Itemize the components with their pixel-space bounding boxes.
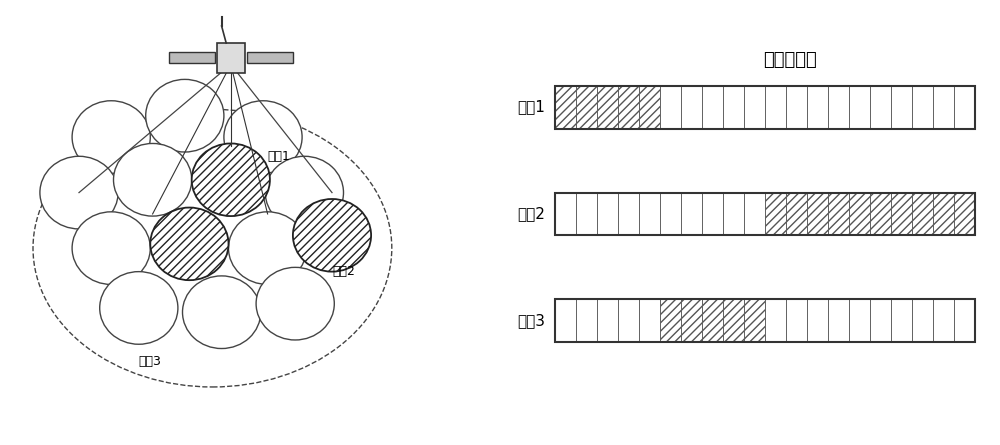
Bar xyxy=(555,193,576,235)
Text: 波位1: 波位1 xyxy=(517,100,545,115)
Bar xyxy=(828,193,849,235)
Circle shape xyxy=(265,156,344,229)
FancyBboxPatch shape xyxy=(217,43,245,73)
Bar xyxy=(555,86,576,129)
Bar xyxy=(933,86,954,129)
Bar xyxy=(954,193,975,235)
Bar xyxy=(744,86,765,129)
Bar xyxy=(597,86,618,129)
Circle shape xyxy=(182,276,261,348)
Bar xyxy=(597,193,618,235)
Bar xyxy=(870,299,891,342)
Bar xyxy=(891,299,912,342)
Bar xyxy=(681,299,702,342)
Bar xyxy=(555,193,975,235)
Bar xyxy=(807,86,828,129)
Text: 波位3: 波位3 xyxy=(517,313,545,328)
Bar xyxy=(933,193,954,235)
Circle shape xyxy=(146,79,224,152)
Bar xyxy=(576,299,597,342)
Bar xyxy=(807,299,828,342)
Bar xyxy=(849,86,870,129)
Text: 波位2: 波位2 xyxy=(517,206,545,222)
Bar xyxy=(870,86,891,129)
Bar xyxy=(912,299,933,342)
Bar xyxy=(786,86,807,129)
Bar xyxy=(660,193,681,235)
Bar xyxy=(681,86,702,129)
Bar xyxy=(786,193,807,235)
Circle shape xyxy=(72,212,150,284)
Bar xyxy=(639,86,660,129)
Bar xyxy=(828,86,849,129)
Bar xyxy=(891,86,912,129)
Text: 波位3: 波位3 xyxy=(139,355,162,368)
Bar xyxy=(555,299,576,342)
Bar xyxy=(933,299,954,342)
Bar xyxy=(870,193,891,235)
Bar xyxy=(702,299,723,342)
Bar xyxy=(555,86,975,129)
Bar xyxy=(765,86,786,129)
Bar xyxy=(765,193,786,235)
Circle shape xyxy=(256,267,334,340)
Bar xyxy=(849,193,870,235)
Bar xyxy=(912,86,933,129)
Bar xyxy=(723,193,744,235)
Circle shape xyxy=(150,207,229,280)
Bar xyxy=(744,299,765,342)
Bar xyxy=(169,52,215,62)
Bar xyxy=(723,86,744,129)
Bar xyxy=(681,193,702,235)
Text: 波位2: 波位2 xyxy=(332,265,355,278)
Bar xyxy=(954,86,975,129)
Bar xyxy=(765,299,786,342)
Bar xyxy=(597,299,618,342)
Bar xyxy=(618,86,639,129)
Bar xyxy=(891,193,912,235)
Bar xyxy=(828,299,849,342)
Bar xyxy=(702,193,723,235)
Bar xyxy=(912,193,933,235)
Bar xyxy=(702,86,723,129)
Bar xyxy=(744,193,765,235)
Text: 波位1: 波位1 xyxy=(268,150,290,163)
Bar xyxy=(660,299,681,342)
Circle shape xyxy=(114,143,192,216)
Bar xyxy=(576,193,597,235)
Bar xyxy=(247,52,293,62)
Text: 跳波束图案: 跳波束图案 xyxy=(763,51,817,69)
Circle shape xyxy=(100,271,178,344)
Bar xyxy=(954,299,975,342)
Bar xyxy=(618,299,639,342)
Bar xyxy=(576,86,597,129)
Bar xyxy=(723,299,744,342)
Bar xyxy=(618,193,639,235)
Bar xyxy=(786,299,807,342)
Circle shape xyxy=(224,101,302,174)
Bar xyxy=(639,193,660,235)
Circle shape xyxy=(293,199,371,271)
Circle shape xyxy=(192,143,270,216)
Bar xyxy=(555,299,975,342)
Bar xyxy=(639,299,660,342)
Circle shape xyxy=(40,156,118,229)
Bar xyxy=(849,299,870,342)
Circle shape xyxy=(229,212,307,284)
Bar xyxy=(807,193,828,235)
Bar xyxy=(660,86,681,129)
Circle shape xyxy=(72,101,150,174)
